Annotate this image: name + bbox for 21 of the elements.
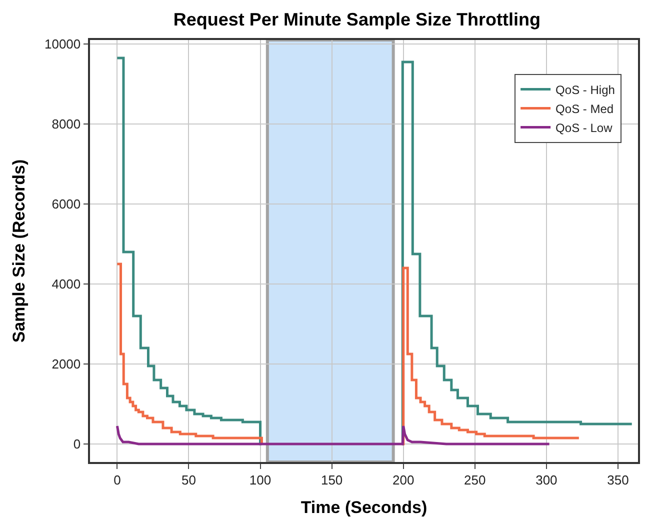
x-tick-label: 350 [607,472,629,488]
x-axis-title: Time (Seconds) [300,498,428,518]
legend-label: QoS - High [556,82,615,97]
y-tick-label: 10000 [44,36,81,52]
legend-label: QoS - Low [556,120,613,135]
x-tick-label: 100 [249,472,272,488]
x-tick-label: 200 [392,472,414,488]
y-tick-label: 4000 [52,276,81,292]
x-tick-label: 300 [536,472,558,488]
x-tick-label: 0 [114,472,121,488]
y-tick-label: 8000 [52,116,81,132]
x-tick-label: 250 [464,472,486,488]
x-tick-label: 150 [320,472,343,488]
x-tick-label: 50 [181,472,196,488]
y-tick-label: 6000 [52,196,81,212]
chart-title: Request Per Minute Sample Size Throttling [173,10,540,30]
line-series [116,424,551,446]
legend-label: QoS - Med [556,102,614,116]
y-tick-label: 0 [73,436,81,452]
y-tick-label: 2000 [52,356,81,372]
y-axis-title: Sample Size (Records) [10,159,29,343]
